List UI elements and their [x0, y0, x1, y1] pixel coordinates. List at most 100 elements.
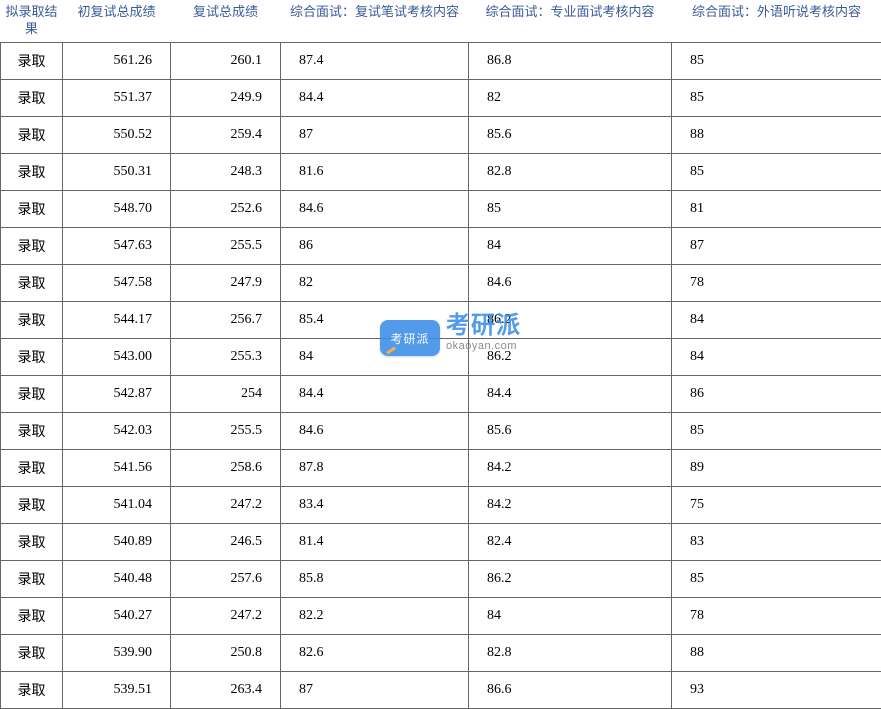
cell: 541.56	[63, 449, 171, 486]
cell: 247.2	[171, 486, 281, 523]
cell: 539.51	[63, 671, 171, 708]
cell: 254	[171, 375, 281, 412]
cell: 83.4	[281, 486, 469, 523]
cell: 248.3	[171, 153, 281, 190]
cell: 84.6	[469, 264, 672, 301]
cell: 260.1	[171, 42, 281, 79]
table-row: 录取539.90250.882.682.888	[1, 634, 881, 671]
cell: 550.52	[63, 116, 171, 153]
cell: 录取	[1, 227, 63, 264]
cell: 82	[469, 79, 672, 116]
cell: 247.2	[171, 597, 281, 634]
cell: 85	[469, 190, 672, 227]
cell: 录取	[1, 338, 63, 375]
cell: 93	[672, 671, 881, 708]
cell: 89	[672, 449, 881, 486]
cell: 录取	[1, 412, 63, 449]
cell: 85.8	[281, 560, 469, 597]
page-root: 拟录取结果初复试总成绩复试总成绩综合面试：复试笔试考核内容综合面试：专业面试考核…	[0, 0, 881, 709]
cell: 84.2	[469, 449, 672, 486]
cell: 249.9	[171, 79, 281, 116]
cell: 85.6	[469, 116, 672, 153]
cell: 85	[672, 153, 881, 190]
cell: 75	[672, 486, 881, 523]
table-row: 录取540.27247.282.28478	[1, 597, 881, 634]
cell: 86.6	[469, 671, 672, 708]
cell: 录取	[1, 560, 63, 597]
col-header-2: 复试总成绩	[171, 0, 281, 42]
cell: 85.4	[281, 301, 469, 338]
cell: 543.00	[63, 338, 171, 375]
cell: 86	[281, 227, 469, 264]
cell: 548.70	[63, 190, 171, 227]
cell: 录取	[1, 597, 63, 634]
cell: 255.5	[171, 412, 281, 449]
cell: 82.6	[281, 634, 469, 671]
table-body: 录取561.26260.187.486.885录取551.37249.984.4…	[1, 42, 881, 708]
cell: 82.4	[469, 523, 672, 560]
cell: 录取	[1, 523, 63, 560]
cell: 87.8	[281, 449, 469, 486]
cell: 84	[469, 597, 672, 634]
cell: 84.4	[281, 79, 469, 116]
col-header-5: 综合面试：外语听说考核内容	[672, 0, 881, 42]
table-header: 拟录取结果初复试总成绩复试总成绩综合面试：复试笔试考核内容综合面试：专业面试考核…	[1, 0, 881, 42]
cell: 540.89	[63, 523, 171, 560]
cell: 82	[281, 264, 469, 301]
cell: 84.6	[281, 412, 469, 449]
cell: 86.8	[469, 42, 672, 79]
cell: 252.6	[171, 190, 281, 227]
cell: 547.58	[63, 264, 171, 301]
cell: 84.4	[469, 375, 672, 412]
table-row: 录取540.48257.685.886.285	[1, 560, 881, 597]
cell: 263.4	[171, 671, 281, 708]
cell: 录取	[1, 116, 63, 153]
cell: 录取	[1, 301, 63, 338]
table-row: 录取547.63255.5868487	[1, 227, 881, 264]
cell: 78	[672, 264, 881, 301]
scores-table: 拟录取结果初复试总成绩复试总成绩综合面试：复试笔试考核内容综合面试：专业面试考核…	[0, 0, 881, 709]
cell: 84.6	[281, 190, 469, 227]
cell: 82.2	[281, 597, 469, 634]
cell: 81.6	[281, 153, 469, 190]
cell: 255.5	[171, 227, 281, 264]
cell: 544.17	[63, 301, 171, 338]
cell: 录取	[1, 42, 63, 79]
cell: 547.63	[63, 227, 171, 264]
cell: 86.2	[469, 338, 672, 375]
cell: 550.31	[63, 153, 171, 190]
cell: 84	[672, 301, 881, 338]
cell: 录取	[1, 634, 63, 671]
table-row: 录取551.37249.984.48285	[1, 79, 881, 116]
cell: 540.27	[63, 597, 171, 634]
cell: 85	[672, 560, 881, 597]
cell: 542.03	[63, 412, 171, 449]
table-row: 录取542.8725484.484.486	[1, 375, 881, 412]
cell: 259.4	[171, 116, 281, 153]
cell: 81.4	[281, 523, 469, 560]
cell: 85	[672, 42, 881, 79]
col-header-3: 综合面试：复试笔试考核内容	[281, 0, 469, 42]
cell: 561.26	[63, 42, 171, 79]
cell: 录取	[1, 264, 63, 301]
table-row: 录取550.52259.48785.688	[1, 116, 881, 153]
cell: 540.48	[63, 560, 171, 597]
cell: 82.8	[469, 153, 672, 190]
cell: 250.8	[171, 634, 281, 671]
table-row: 录取561.26260.187.486.885	[1, 42, 881, 79]
table-row: 录取542.03255.584.685.685	[1, 412, 881, 449]
cell: 81	[672, 190, 881, 227]
table-row: 录取541.04247.283.484.275	[1, 486, 881, 523]
cell: 录取	[1, 190, 63, 227]
table-row: 录取544.17256.785.486.284	[1, 301, 881, 338]
cell: 88	[672, 116, 881, 153]
cell: 86.2	[469, 560, 672, 597]
cell: 551.37	[63, 79, 171, 116]
cell: 85	[672, 412, 881, 449]
cell: 录取	[1, 449, 63, 486]
cell: 258.6	[171, 449, 281, 486]
cell: 82.8	[469, 634, 672, 671]
table-row: 录取543.00255.38486.284	[1, 338, 881, 375]
cell: 84	[469, 227, 672, 264]
cell: 录取	[1, 79, 63, 116]
